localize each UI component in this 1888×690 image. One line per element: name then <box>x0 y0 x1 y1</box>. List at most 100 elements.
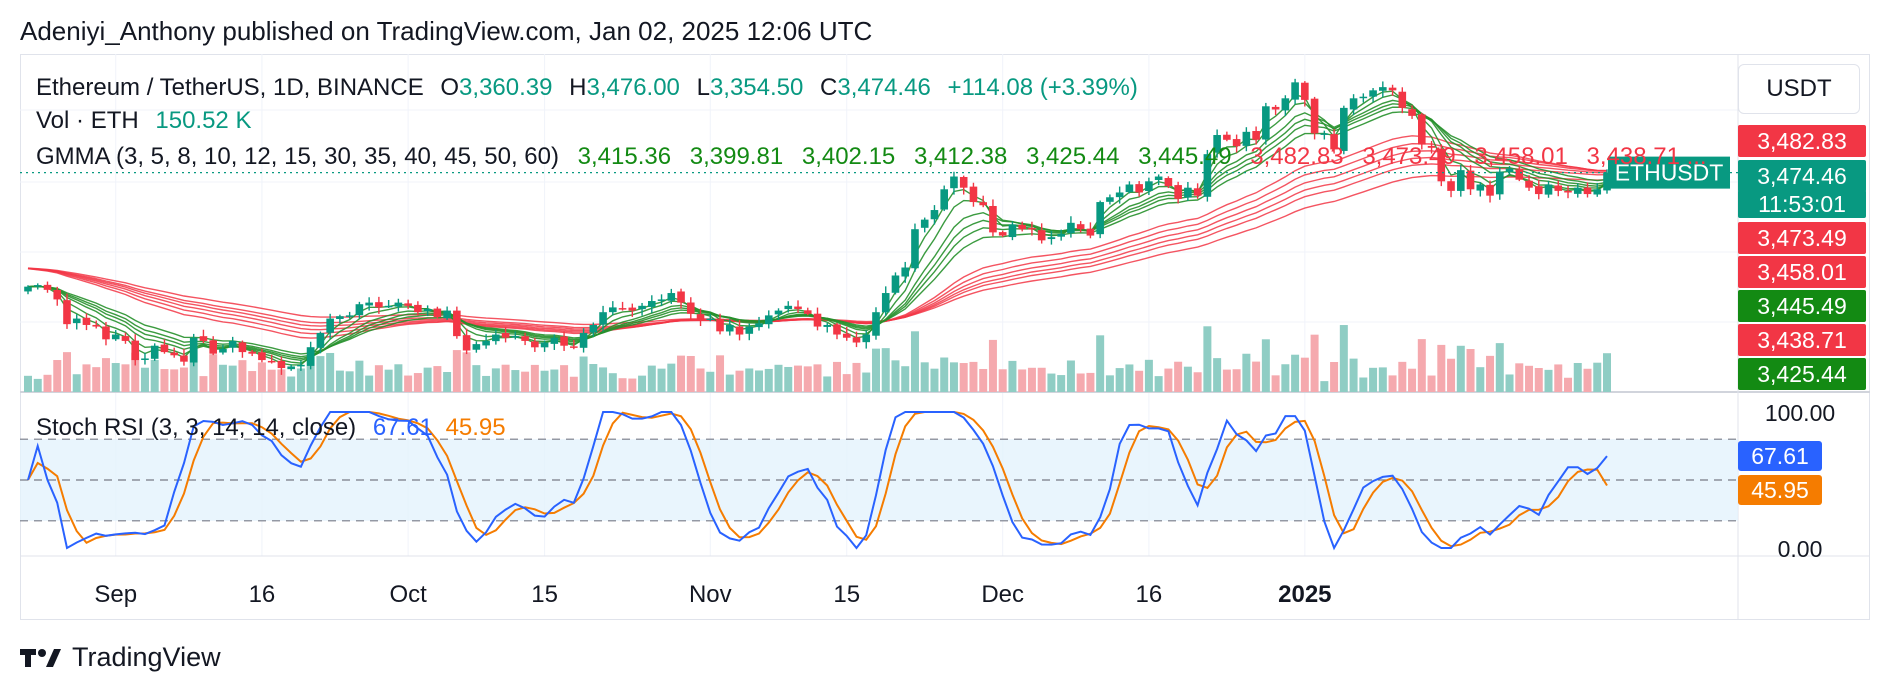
volume-bar <box>1144 359 1153 392</box>
volume-bar <box>1135 370 1144 392</box>
candle-body <box>228 340 237 348</box>
volume-bar <box>589 364 598 392</box>
gmma-short-value: 3,425.44 <box>1026 143 1120 170</box>
price-tag: 3,425.44 <box>1757 361 1847 387</box>
open-value: 3,360.39 <box>459 74 553 101</box>
volume-bar <box>959 363 968 392</box>
volume-label: Vol · ETH <box>36 107 139 134</box>
volume-bar <box>823 376 832 392</box>
candle-body <box>1603 172 1611 191</box>
volume-bar <box>725 374 734 392</box>
volume-bar <box>365 375 374 392</box>
volume-bar <box>101 358 110 392</box>
tradingview-brand[interactable]: TradingView <box>20 642 221 673</box>
candle-body <box>1047 237 1056 240</box>
volume-bar <box>832 361 841 392</box>
gmma-ellipsis: ... <box>1686 143 1707 170</box>
volume-bar <box>1310 334 1319 392</box>
volume-bar <box>355 360 364 392</box>
volume-bar <box>1603 353 1611 392</box>
candle-body <box>842 333 851 338</box>
volume-bar <box>1593 362 1602 392</box>
time-axis-label: 2025 <box>1278 581 1331 608</box>
volume-bar <box>1369 367 1378 392</box>
volume-bar <box>1525 365 1534 392</box>
candle-body <box>803 310 812 314</box>
candle-body <box>53 289 62 300</box>
volume-bar <box>969 361 978 392</box>
volume-bar <box>1096 335 1105 392</box>
candle-body <box>1349 98 1358 110</box>
candle-body <box>394 302 403 307</box>
candle-body <box>1164 178 1173 187</box>
candle-body <box>686 302 695 314</box>
volume-bar <box>150 359 159 392</box>
candle-body <box>433 308 442 317</box>
volume-bar <box>813 364 822 392</box>
currency-button[interactable]: USDT <box>1738 64 1860 114</box>
volume-bar <box>1232 369 1241 392</box>
volume-bar <box>1573 362 1582 392</box>
stoch-k-tag: 67.61 <box>1751 443 1809 469</box>
candle-body <box>716 318 724 332</box>
volume-bar <box>92 367 101 392</box>
candle-body <box>189 337 198 363</box>
candle-body <box>443 310 451 319</box>
gmma-short-value: 3,415.36 <box>577 143 672 170</box>
volume-bar <box>1076 373 1085 392</box>
volume-bar <box>24 375 32 392</box>
candle-body <box>989 205 997 233</box>
candle-body <box>111 334 120 340</box>
volume-bar <box>1398 361 1407 392</box>
volume-bar <box>1242 353 1251 392</box>
candle-body <box>1447 181 1455 191</box>
candle-body <box>531 341 539 348</box>
candle-body <box>24 286 32 292</box>
time-axis-label: 15 <box>833 581 860 608</box>
candle-body <box>1193 188 1202 196</box>
candle-body <box>1018 224 1026 230</box>
candle-body <box>823 324 832 327</box>
candle-body <box>287 366 295 370</box>
candle-body <box>423 309 432 312</box>
candle-body <box>258 352 266 361</box>
candle-body <box>472 344 481 350</box>
volume-bar <box>248 371 257 392</box>
gmma-long-value: 3,458.01 <box>1474 143 1568 170</box>
volume-bar <box>43 374 52 392</box>
volume-bar <box>706 371 715 392</box>
gmma-long-line <box>27 163 1608 329</box>
candle-body <box>1184 187 1192 198</box>
gmma-short-value: 3,445.49 <box>1138 143 1232 170</box>
volume-bar <box>677 355 686 392</box>
volume-bar <box>1437 344 1446 392</box>
candle-body <box>1525 180 1533 188</box>
candle-body <box>1418 114 1426 145</box>
candle-body <box>1086 228 1095 236</box>
candle-body <box>774 310 783 315</box>
candle-body <box>901 267 910 277</box>
volume-bar <box>774 364 783 392</box>
volume-bar <box>443 371 452 392</box>
volume-bar <box>1388 375 1397 392</box>
volume-bar <box>316 356 325 392</box>
candle-body <box>209 340 217 354</box>
high-label: H <box>569 74 587 101</box>
candle-body <box>745 326 754 334</box>
candle-body <box>141 358 149 360</box>
candle-body <box>404 303 412 306</box>
volume-bar <box>686 355 695 392</box>
candle-body <box>1476 184 1485 191</box>
candle-body <box>1203 154 1212 197</box>
candle-body <box>1408 109 1416 116</box>
volume-bar <box>287 376 296 392</box>
volume-bar <box>277 369 286 392</box>
candle-body <box>1057 233 1065 237</box>
volume-bar <box>696 368 705 392</box>
candle-body <box>1252 131 1260 140</box>
candle-body <box>355 304 364 316</box>
candle-body <box>950 176 958 189</box>
volume-bar <box>901 366 910 392</box>
close-value: 3,474.46 <box>837 74 931 101</box>
